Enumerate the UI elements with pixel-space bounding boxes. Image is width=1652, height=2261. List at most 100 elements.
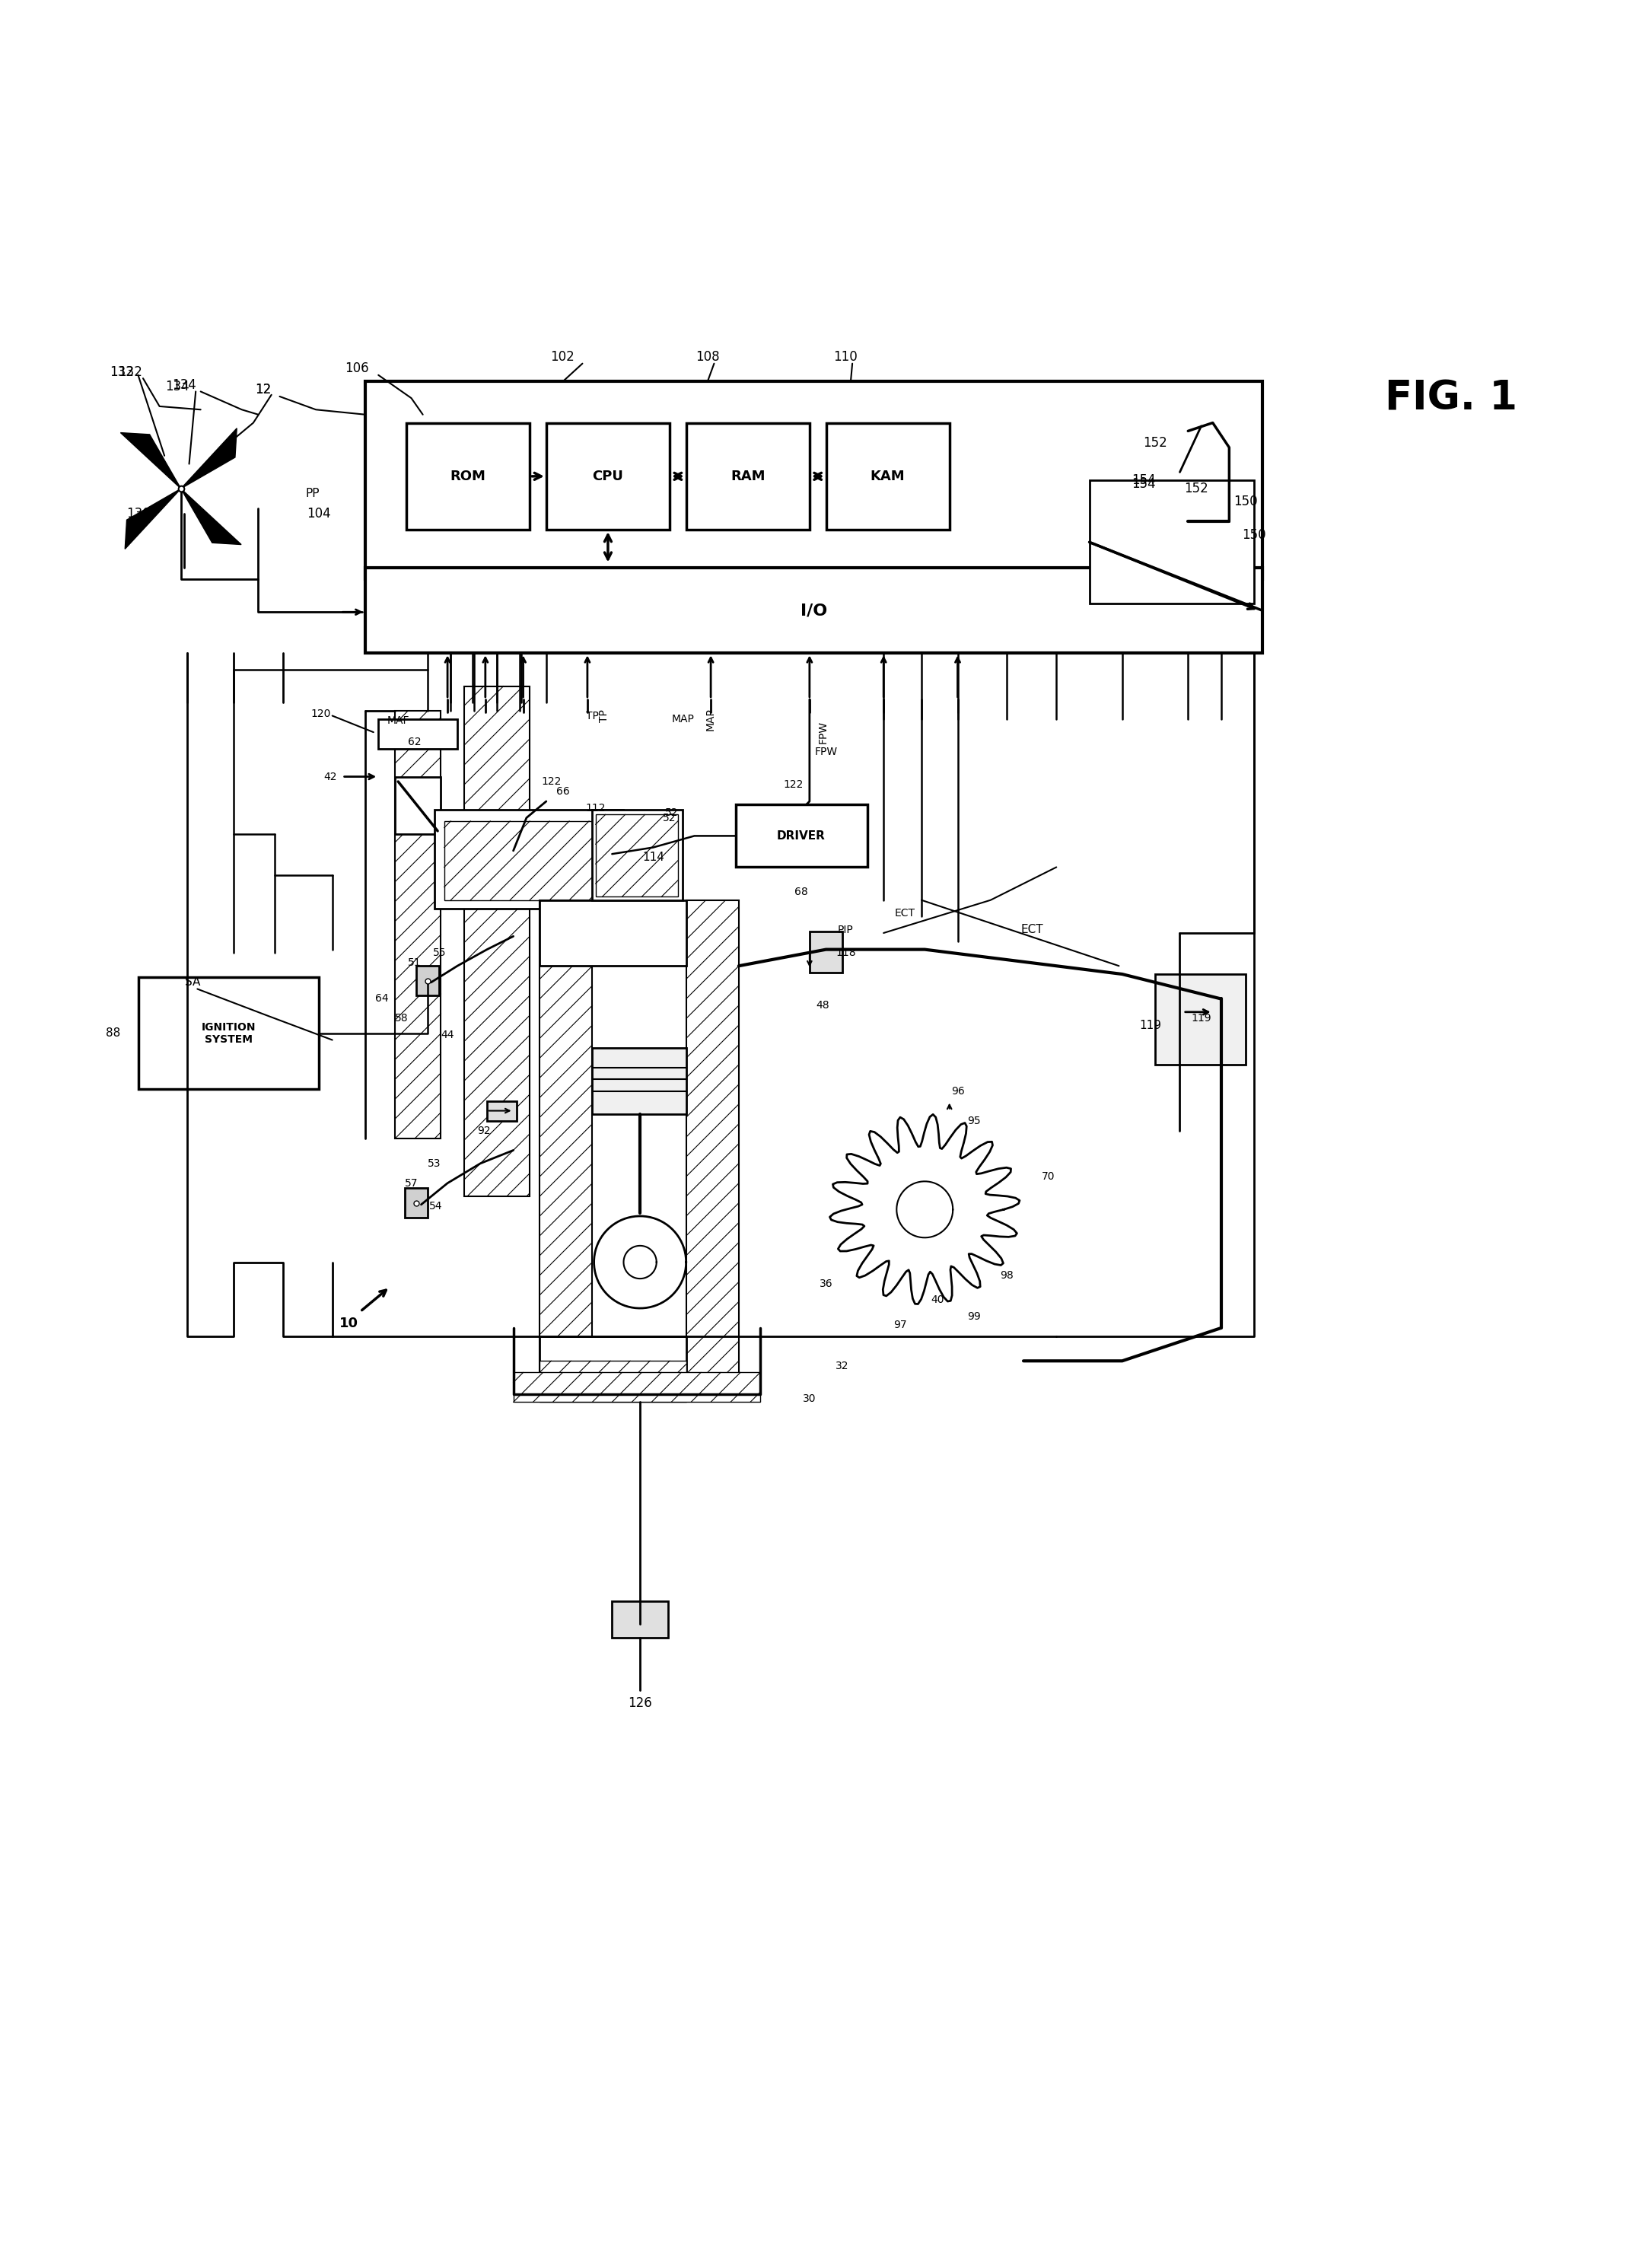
Bar	[611, 1601, 667, 1637]
Bar	[444, 821, 610, 900]
Bar	[686, 423, 809, 529]
Text: CPU: CPU	[593, 470, 623, 484]
Text: 114: 114	[643, 852, 664, 864]
Bar	[1155, 974, 1246, 1065]
Text: 154: 154	[1132, 473, 1156, 486]
Bar	[395, 710, 441, 1140]
Text: PIP: PIP	[838, 925, 854, 936]
Bar	[365, 568, 1262, 653]
Bar	[547, 423, 669, 529]
Text: 119: 119	[1140, 1020, 1161, 1031]
Text: 96: 96	[952, 1085, 965, 1097]
Text: 130: 130	[126, 506, 150, 520]
Text: 95: 95	[968, 1115, 981, 1126]
Bar	[593, 1049, 686, 1115]
Bar	[405, 1187, 428, 1219]
Text: RAM: RAM	[730, 470, 765, 484]
Text: ECT: ECT	[895, 909, 915, 918]
Text: 104: 104	[307, 506, 330, 520]
Text: 134: 134	[172, 378, 197, 391]
Text: 132: 132	[109, 364, 134, 378]
Text: 66: 66	[557, 787, 570, 796]
Text: 152: 152	[1143, 436, 1168, 450]
Text: ECT: ECT	[1021, 925, 1042, 936]
Text: 55: 55	[433, 947, 446, 959]
Text: 30: 30	[803, 1393, 816, 1404]
Text: 97: 97	[894, 1320, 907, 1329]
Text: 132: 132	[117, 364, 142, 378]
Text: DRIVER: DRIVER	[776, 830, 826, 841]
Bar	[416, 965, 439, 995]
Text: 44: 44	[441, 1029, 454, 1040]
Polygon shape	[121, 432, 182, 488]
Text: 110: 110	[834, 350, 857, 364]
Bar	[365, 382, 1262, 579]
Text: IGNITION
SYSTEM: IGNITION SYSTEM	[202, 1022, 256, 1045]
Text: FPW: FPW	[814, 746, 838, 757]
Text: 108: 108	[695, 350, 720, 364]
Bar	[1089, 479, 1254, 604]
Text: 52: 52	[664, 807, 677, 818]
Bar	[826, 423, 950, 529]
Bar	[596, 814, 677, 898]
Bar	[434, 809, 623, 909]
Text: 122: 122	[783, 780, 803, 789]
Text: 150: 150	[1234, 495, 1257, 509]
Text: 62: 62	[408, 737, 421, 748]
Text: 120: 120	[311, 708, 330, 719]
Bar	[487, 1101, 517, 1121]
Text: 64: 64	[375, 993, 388, 1004]
Bar	[395, 776, 441, 834]
Text: 112: 112	[585, 803, 606, 814]
Text: TP: TP	[586, 710, 598, 721]
Text: TP: TP	[598, 710, 610, 721]
Text: 58: 58	[395, 1013, 408, 1024]
Text: 152: 152	[1184, 482, 1208, 495]
Text: 40: 40	[932, 1296, 945, 1305]
Text: MAP: MAP	[705, 708, 715, 730]
Bar	[540, 1361, 686, 1402]
Text: I/O: I/O	[800, 604, 828, 617]
Text: 68: 68	[795, 886, 808, 898]
Text: KAM: KAM	[871, 470, 905, 484]
Text: 12: 12	[254, 382, 271, 396]
Text: 12: 12	[254, 382, 271, 396]
Text: 57: 57	[405, 1178, 418, 1189]
Text: 51: 51	[408, 956, 421, 968]
Text: 150: 150	[1242, 527, 1265, 543]
Polygon shape	[182, 427, 236, 488]
Text: 119: 119	[1191, 1013, 1211, 1024]
Text: 122: 122	[542, 776, 562, 787]
Bar	[406, 423, 530, 529]
Text: 102: 102	[550, 350, 575, 364]
Polygon shape	[182, 488, 241, 545]
Text: PP: PP	[306, 488, 319, 500]
Text: 126: 126	[628, 1696, 653, 1709]
Text: 10: 10	[339, 1316, 358, 1329]
Bar	[464, 685, 530, 1196]
Text: 98: 98	[999, 1271, 1014, 1280]
Text: 53: 53	[428, 1158, 441, 1169]
Text: SA: SA	[185, 977, 200, 988]
Bar	[540, 1336, 686, 1377]
Text: 52: 52	[662, 812, 676, 823]
Text: 99: 99	[968, 1311, 981, 1323]
Text: FPW: FPW	[818, 721, 828, 744]
Text: 134: 134	[165, 380, 190, 393]
Bar	[540, 900, 686, 965]
Bar	[514, 1372, 760, 1402]
Text: 54: 54	[430, 1201, 443, 1212]
Bar	[735, 805, 867, 868]
Bar	[540, 900, 593, 1377]
Text: 154: 154	[1132, 477, 1156, 491]
Bar	[686, 900, 738, 1377]
Text: FIG. 1: FIG. 1	[1384, 378, 1518, 418]
Bar	[809, 932, 843, 972]
Bar	[139, 977, 319, 1090]
Text: 118: 118	[836, 947, 856, 959]
Text: 32: 32	[836, 1361, 849, 1370]
Text: 48: 48	[816, 999, 829, 1011]
Text: 106: 106	[345, 362, 368, 375]
Text: 92: 92	[477, 1126, 491, 1135]
Text: 42: 42	[324, 771, 337, 782]
